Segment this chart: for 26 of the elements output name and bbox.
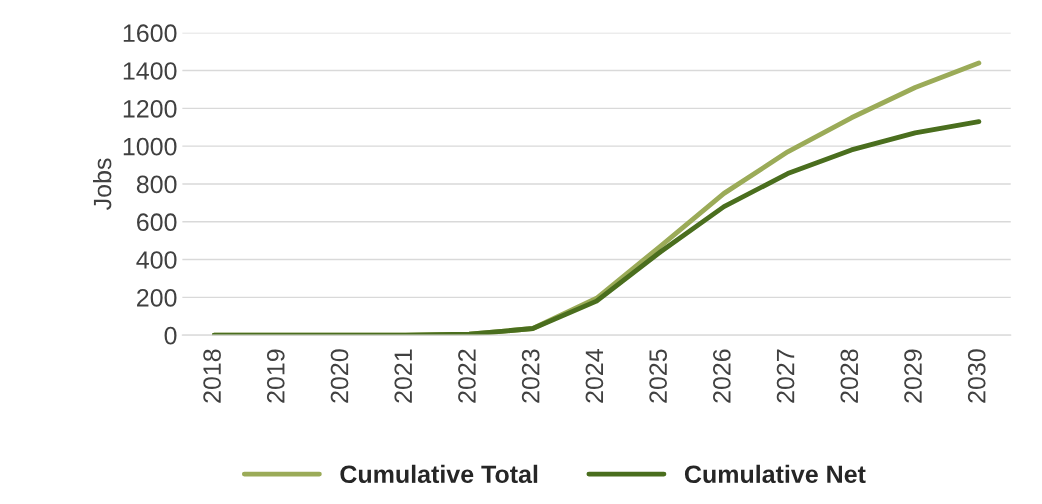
- legend-label: Cumulative Total: [340, 464, 538, 484]
- y-tick-label: 800: [136, 175, 177, 194]
- x-tick-label: 2030: [967, 349, 986, 403]
- y-tick-label: 400: [136, 251, 177, 269]
- x-tick-label: 2020: [330, 349, 349, 403]
- y-tick-label: 600: [137, 213, 177, 232]
- y-tick-label: 1200: [123, 99, 177, 118]
- x-tick-label: 2029: [904, 349, 922, 403]
- y-tick-label: 1000: [123, 137, 177, 156]
- y-axis-title: Jobs: [93, 158, 112, 210]
- x-tick-label: 2028: [840, 349, 859, 403]
- x-tick-label: 2021: [394, 349, 413, 403]
- x-tick-label: 2018: [203, 349, 221, 403]
- y-tick-label: 1400: [123, 62, 177, 80]
- x-tick-label: 2023: [521, 349, 540, 403]
- x-tick-label: 2026: [713, 349, 731, 403]
- x-tick-label: 2027: [776, 349, 795, 403]
- x-tick-label: 2024: [585, 349, 604, 403]
- x-tick-label: 2022: [458, 349, 476, 403]
- x-tick-label: 2025: [649, 349, 667, 403]
- x-tick-label: 2019: [266, 349, 285, 403]
- line-series: [211, 119, 982, 336]
- y-tick-label: 200: [137, 288, 177, 307]
- y-tick-label: 0: [164, 326, 177, 345]
- y-tick-label: 1600: [123, 24, 177, 43]
- legend-label: Cumulative Net: [684, 464, 866, 484]
